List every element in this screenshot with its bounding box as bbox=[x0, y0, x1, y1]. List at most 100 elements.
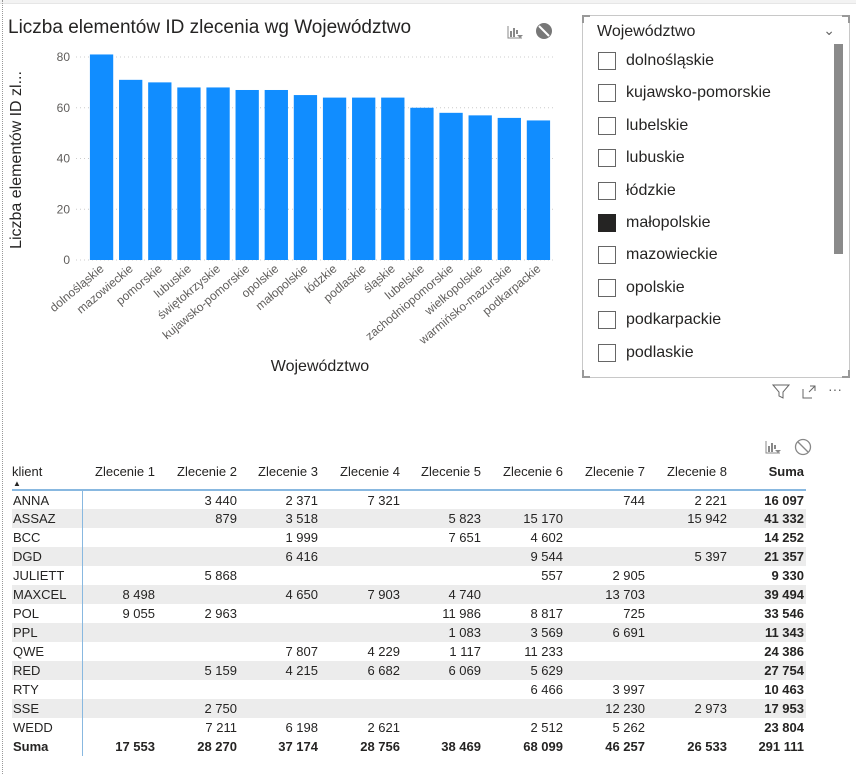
slicer-item-label: podkarpackie bbox=[626, 311, 722, 329]
bar[interactable] bbox=[119, 79, 143, 261]
value-cell bbox=[82, 699, 157, 718]
slicer-item[interactable]: kujawsko-pomorskie bbox=[598, 81, 771, 105]
client-cell: DGD bbox=[12, 547, 83, 566]
bar[interactable] bbox=[148, 82, 172, 260]
value-cell: 39 494 bbox=[729, 585, 806, 604]
slicer-item[interactable]: podlaskie bbox=[598, 341, 694, 365]
column-header[interactable]: Zlecenie 6 bbox=[483, 460, 565, 490]
column-header[interactable]: Zlecenie 5 bbox=[402, 460, 483, 490]
bar[interactable] bbox=[381, 97, 405, 260]
drill-icon[interactable] bbox=[765, 439, 781, 458]
value-cell: 5 629 bbox=[483, 661, 565, 680]
scrollbar[interactable] bbox=[834, 44, 843, 254]
bar[interactable] bbox=[322, 97, 347, 260]
slicer-item[interactable]: podkarpackie bbox=[598, 308, 721, 332]
bar[interactable] bbox=[526, 120, 551, 260]
column-header[interactable]: Zlecenie 8 bbox=[647, 460, 729, 490]
value-cell: 2 221 bbox=[694, 492, 727, 508]
table-row[interactable]: WEDD 7 211 6 198 2 621 2 512 5 262 23 804 bbox=[12, 718, 806, 737]
bar[interactable] bbox=[89, 54, 114, 261]
value-cell: 2 963 bbox=[204, 606, 237, 621]
bar[interactable] bbox=[264, 89, 288, 260]
value-cell bbox=[320, 528, 402, 547]
value-cell bbox=[483, 490, 565, 509]
value-cell: 10 463 bbox=[764, 682, 804, 697]
checkbox[interactable] bbox=[598, 278, 616, 297]
value-cell bbox=[565, 661, 647, 680]
checkbox[interactable] bbox=[598, 84, 616, 103]
bar[interactable] bbox=[235, 89, 259, 260]
value-cell: 9 330 bbox=[771, 568, 804, 583]
bar[interactable] bbox=[177, 87, 201, 260]
table-row[interactable]: ASSAZ 879 3 518 5 823 15 170 15 942 41 332 bbox=[12, 509, 806, 528]
resize-handle[interactable] bbox=[582, 370, 590, 378]
table-row[interactable]: ANNA 3 440 2 371 7 321 744 2 221 16 097 bbox=[12, 490, 806, 509]
column-header[interactable]: Zlecenie 4 bbox=[320, 460, 402, 490]
table-row[interactable]: RED 5 159 4 215 6 682 6 069 5 629 27 754 bbox=[12, 661, 806, 680]
table-row[interactable]: RTY 6 466 3 997 10 463 bbox=[12, 680, 806, 699]
slicer-item[interactable]: mazowieckie bbox=[598, 243, 718, 267]
resize-handle[interactable] bbox=[842, 15, 850, 23]
slicer-item[interactable]: łódzkie bbox=[598, 179, 676, 203]
bar[interactable] bbox=[468, 115, 492, 260]
value-cell: 6 691 bbox=[565, 623, 647, 642]
column-header[interactable]: Zlecenie 3 bbox=[239, 460, 320, 490]
checkbox[interactable] bbox=[598, 343, 616, 362]
table-row[interactable]: BCC 1 999 7 651 4 602 14 252 bbox=[12, 528, 806, 547]
value-cell bbox=[157, 585, 239, 604]
slicer-item[interactable]: dolnośląskie bbox=[598, 49, 714, 73]
bar[interactable] bbox=[206, 87, 230, 260]
checkbox[interactable] bbox=[598, 311, 616, 330]
resize-handle[interactable] bbox=[842, 370, 850, 378]
resize-handle[interactable] bbox=[582, 15, 590, 23]
slicer-item[interactable]: lubuskie bbox=[598, 146, 685, 170]
value-cell: 3 997 bbox=[612, 682, 645, 697]
focus-mode-icon[interactable] bbox=[801, 384, 817, 403]
bar[interactable] bbox=[497, 117, 521, 261]
total-cell: 28 270 bbox=[197, 739, 237, 754]
slicer-item[interactable]: opolskie bbox=[598, 276, 685, 300]
value-cell bbox=[320, 680, 402, 699]
client-cell: SSE bbox=[12, 699, 83, 718]
table-row[interactable]: MAXCEL 8 498 4 650 7 903 4 740 13 703 39 494 bbox=[12, 585, 806, 604]
slicer-item[interactable]: lubelskie bbox=[598, 114, 688, 138]
checkbox[interactable] bbox=[598, 246, 616, 265]
column-header[interactable]: Zlecenie 1 bbox=[82, 460, 157, 490]
value-cell bbox=[402, 566, 483, 585]
chevron-down-icon[interactable]: ⌄ bbox=[823, 22, 835, 38]
table-row[interactable]: POL 9 055 2 963 11 986 8 817 725 33 546 bbox=[12, 604, 806, 623]
bar[interactable] bbox=[439, 112, 463, 260]
voivodeship-slicer: Województwo ⌄ dolnośląskie kujawsko-pomor… bbox=[582, 15, 850, 378]
value-cell bbox=[320, 699, 402, 718]
more-options-icon[interactable]: ··· bbox=[828, 381, 842, 397]
bar[interactable] bbox=[293, 95, 318, 260]
table-row[interactable]: QWE 7 807 4 229 1 117 11 233 24 386 bbox=[12, 642, 806, 661]
column-header[interactable]: Zlecenie 2 bbox=[157, 460, 239, 490]
column-header[interactable]: klient ▲ bbox=[12, 460, 82, 490]
sort-ascending-icon[interactable]: ▲ bbox=[13, 479, 21, 488]
no-filter-icon[interactable] bbox=[535, 22, 553, 43]
value-cell bbox=[565, 547, 647, 566]
bar[interactable] bbox=[410, 107, 434, 260]
table-row[interactable]: PPL 1 083 3 569 6 691 11 343 bbox=[12, 623, 806, 642]
checkbox[interactable] bbox=[598, 149, 616, 168]
drill-icon[interactable] bbox=[507, 24, 523, 43]
checkbox[interactable] bbox=[598, 181, 616, 200]
checkbox[interactable] bbox=[598, 116, 616, 135]
no-filter-icon[interactable] bbox=[794, 438, 812, 459]
checkbox[interactable] bbox=[598, 52, 616, 70]
table-row[interactable]: SSE 2 750 12 230 2 973 17 953 bbox=[12, 699, 806, 718]
total-row: Suma 17 553 28 270 37 174 28 756 38 469 68 099… bbox=[12, 737, 806, 756]
value-cell bbox=[320, 509, 402, 528]
table-row[interactable]: JULIETT 5 868 557 2 905 9 330 bbox=[12, 566, 806, 585]
slicer-item[interactable]: małopolskie bbox=[598, 211, 710, 235]
filter-icon[interactable] bbox=[771, 384, 791, 403]
table-row[interactable]: DGD 6 416 9 544 5 397 21 357 bbox=[12, 547, 806, 566]
client-cell: QWE bbox=[12, 642, 83, 661]
column-header[interactable]: Zlecenie 7 bbox=[565, 460, 647, 490]
value-cell bbox=[82, 718, 157, 737]
checkbox[interactable] bbox=[598, 214, 616, 232]
bar[interactable] bbox=[352, 97, 376, 260]
value-cell: 21 357 bbox=[729, 547, 806, 566]
column-header[interactable]: Suma bbox=[729, 460, 806, 490]
